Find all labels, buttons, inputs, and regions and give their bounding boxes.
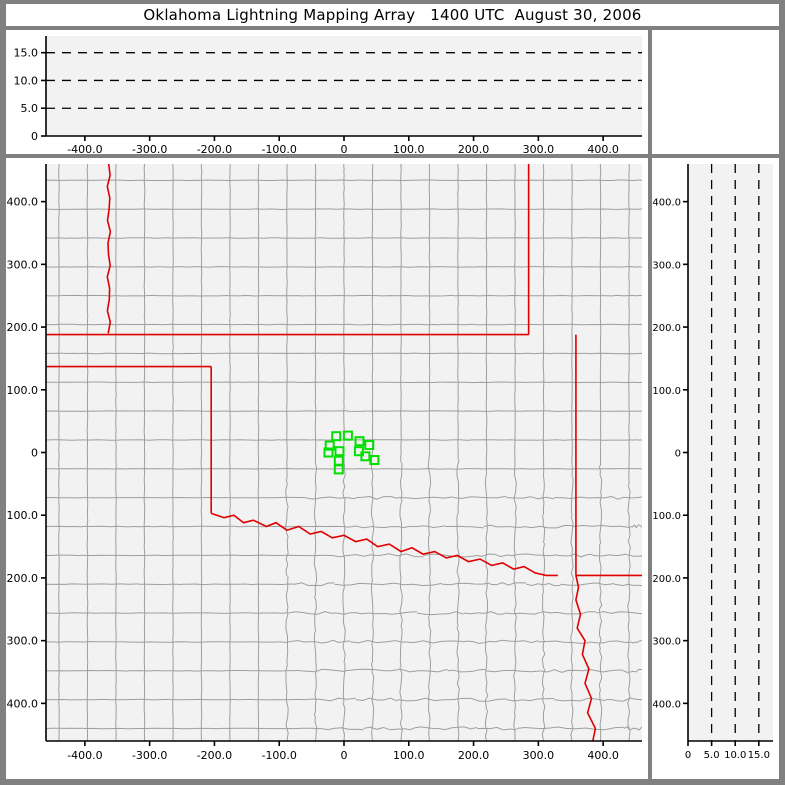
svg-text:-400.0: -400.0	[6, 697, 38, 710]
svg-text:-100.0: -100.0	[6, 509, 38, 522]
svg-text:300.0: 300.0	[7, 258, 39, 271]
svg-text:400.0: 400.0	[7, 196, 39, 209]
altitude-north-south-axes: 400.0 300.0 200.0 100.0 0 -100.0 -200.0 -300.0 -…	[652, 164, 773, 761]
svg-text:-300.0: -300.0	[652, 637, 681, 648]
svg-text:-400.0: -400.0	[67, 143, 102, 154]
altitude-east-west-axes: 0 5.0 10.0 15.0 -400.0 -300.0 -200.0 -100.0 0 100…	[14, 36, 642, 154]
lightning-source-marker[interactable]	[342, 430, 353, 441]
svg-text:0: 0	[685, 750, 691, 761]
lightning-source-marker[interactable]	[354, 436, 365, 447]
map-axes: 400.0 300.0 200.0 100.0 0 -100.0 -200.0 -300.0 -…	[6, 164, 642, 762]
svg-text:-300.0: -300.0	[6, 635, 38, 648]
panel-altitude-vs-north-south[interactable]: 400.0 300.0 200.0 100.0 0 -100.0 -200.0 -300.0 -…	[652, 158, 779, 779]
plot-area-altitude-north-south[interactable]	[688, 164, 773, 741]
svg-text:100.0: 100.0	[393, 749, 425, 762]
panel-blank[interactable]	[652, 30, 779, 154]
svg-text:100.0: 100.0	[652, 386, 681, 397]
lightning-source-marker[interactable]	[333, 464, 344, 475]
svg-text:400.0: 400.0	[587, 143, 619, 154]
map-canvas	[46, 164, 642, 741]
svg-text:400.0: 400.0	[652, 198, 681, 209]
svg-text:300.0: 300.0	[523, 749, 555, 762]
page-title: Oklahoma Lightning Mapping Array 1400 UT…	[143, 6, 642, 24]
lightning-source-marker[interactable]	[324, 440, 335, 451]
svg-text:-300.0: -300.0	[132, 143, 167, 154]
svg-text:300.0: 300.0	[523, 143, 555, 154]
svg-text:10.0: 10.0	[724, 750, 746, 761]
svg-text:-200.0: -200.0	[197, 143, 232, 154]
svg-text:15.0: 15.0	[748, 750, 770, 761]
svg-text:-400.0: -400.0	[67, 749, 102, 762]
altitude-east-west-canvas	[46, 52, 642, 109]
title-bar: Oklahoma Lightning Mapping Array 1400 UT…	[6, 4, 779, 26]
svg-text:100.0: 100.0	[7, 384, 39, 397]
svg-text:0: 0	[31, 447, 38, 460]
svg-text:0: 0	[341, 749, 348, 762]
svg-text:-400.0: -400.0	[652, 699, 681, 710]
lightning-source-marker[interactable]	[369, 455, 380, 465]
svg-text:100.0: 100.0	[393, 143, 425, 154]
svg-text:-100.0: -100.0	[652, 511, 681, 522]
lightning-source-marker[interactable]	[331, 431, 342, 442]
svg-text:200.0: 200.0	[7, 321, 39, 334]
svg-text:0: 0	[31, 130, 38, 143]
svg-text:-100.0: -100.0	[261, 143, 296, 154]
plot-area-map[interactable]	[46, 164, 642, 741]
svg-text:15.0: 15.0	[14, 47, 39, 60]
svg-text:0: 0	[675, 449, 681, 460]
svg-text:200.0: 200.0	[458, 749, 490, 762]
lightning-source-marker[interactable]	[334, 446, 345, 457]
svg-text:5.0: 5.0	[21, 102, 39, 115]
lightning-source-marker[interactable]	[323, 447, 334, 458]
svg-text:300.0: 300.0	[652, 260, 681, 271]
lightning-source-marker[interactable]	[353, 446, 364, 457]
panel-plan-view-map[interactable]: 400.0 300.0 200.0 100.0 0 -100.0 -200.0 -300.0 -…	[6, 158, 648, 779]
svg-text:-200.0: -200.0	[652, 574, 681, 585]
svg-text:10.0: 10.0	[14, 74, 39, 87]
svg-text:-200.0: -200.0	[197, 749, 232, 762]
lightning-source-marker[interactable]	[364, 440, 375, 450]
plot-area-altitude-east-west[interactable]	[46, 36, 642, 136]
svg-text:400.0: 400.0	[587, 749, 619, 762]
lightning-source-markers[interactable]	[46, 164, 642, 741]
svg-text:-200.0: -200.0	[6, 572, 38, 585]
altitude-north-south-canvas	[710, 164, 760, 741]
panel-altitude-vs-east-west[interactable]: 0 5.0 10.0 15.0 -400.0 -300.0 -200.0 -100.0 0 100…	[6, 30, 648, 154]
svg-text:200.0: 200.0	[652, 323, 681, 334]
svg-text:-300.0: -300.0	[132, 749, 167, 762]
svg-text:5.0: 5.0	[704, 750, 720, 761]
svg-text:0: 0	[341, 143, 348, 154]
svg-text:-100.0: -100.0	[261, 749, 296, 762]
svg-text:200.0: 200.0	[458, 143, 490, 154]
